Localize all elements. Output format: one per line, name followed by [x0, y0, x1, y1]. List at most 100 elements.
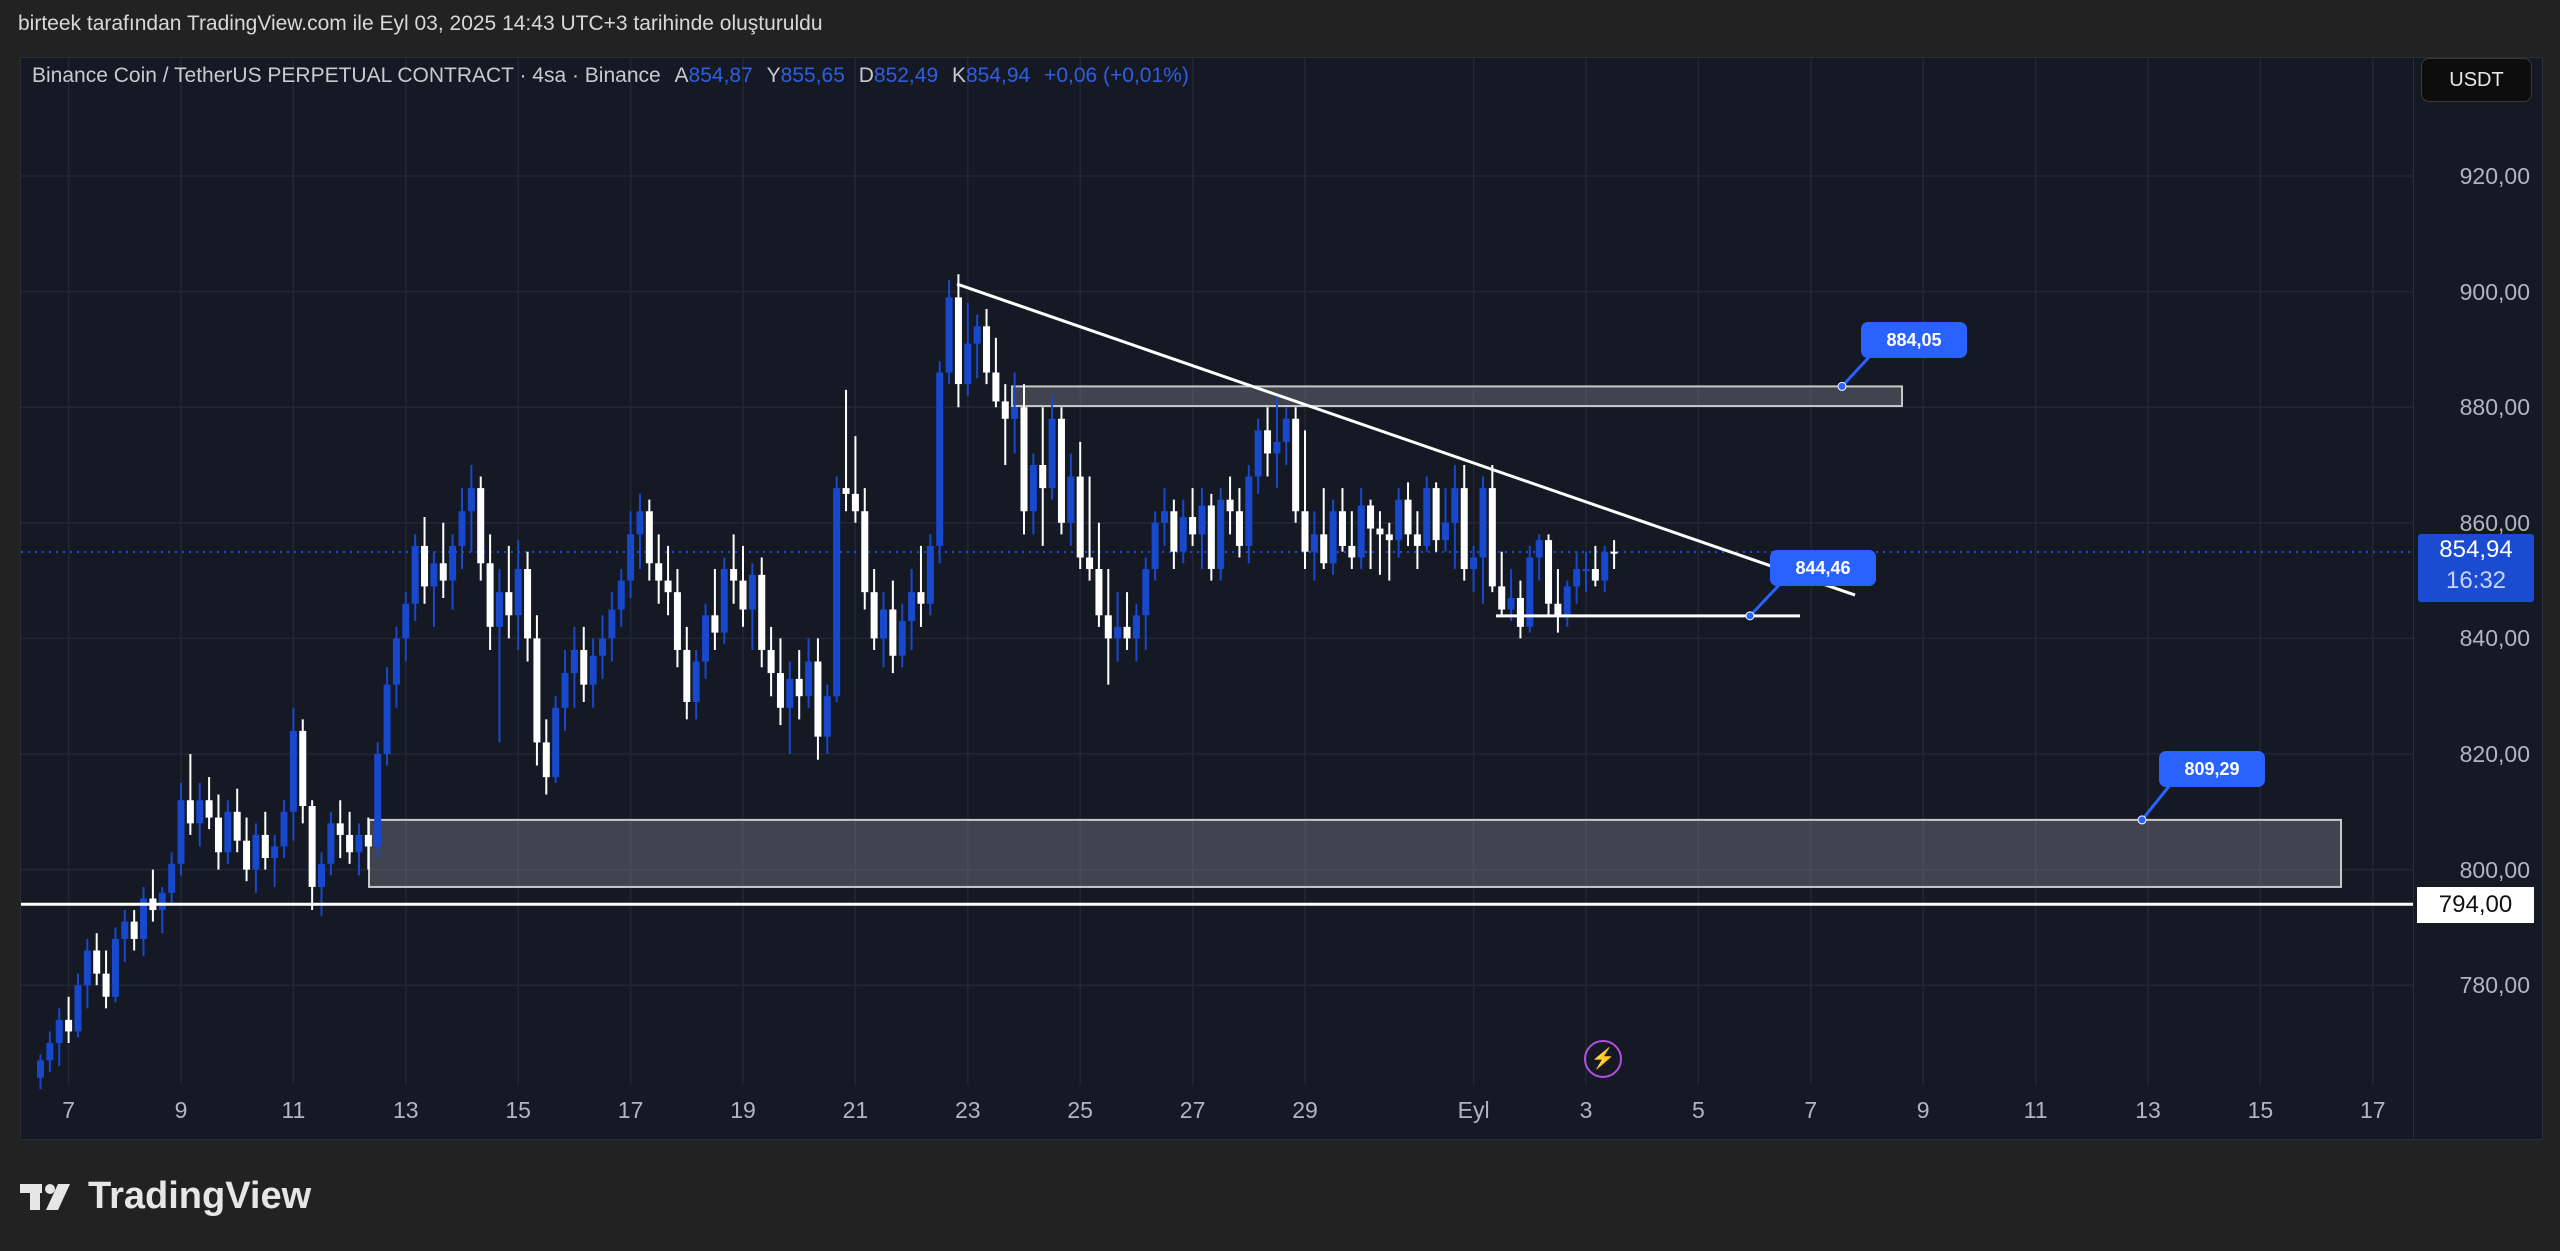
currency-button[interactable]: USDT [2421, 58, 2532, 102]
lower-zone-price-bubble[interactable]: 809,29 [2159, 751, 2265, 787]
candle-up [467, 488, 475, 512]
tradingview-logo[interactable]: TradingView [20, 1175, 311, 1218]
candle-down [851, 493, 859, 512]
candle-down [1367, 505, 1375, 529]
candle-up [1254, 430, 1262, 477]
candle-up [449, 545, 457, 581]
close-value: 854,94 [965, 64, 1031, 87]
price-tick-label: 800,00 [2459, 856, 2530, 883]
candle-down [1348, 545, 1356, 558]
candle-up [140, 898, 148, 939]
candle-up [168, 863, 176, 893]
candle-up [55, 1019, 63, 1043]
symbol-title[interactable]: Binance Coin / TetherUS PERPETUAL CONTRA… [32, 64, 661, 87]
candle-down [992, 372, 1000, 402]
candle-down [1413, 534, 1421, 546]
candle-down [861, 511, 869, 593]
descending-trendline [956, 282, 1856, 597]
candle-down [1264, 430, 1272, 454]
candle-up [908, 592, 916, 622]
candle-down [477, 488, 485, 564]
candle-down [758, 574, 766, 650]
open-value: 854,87 [688, 64, 753, 87]
time-tick-label: 7 [62, 1097, 75, 1123]
candle-up [37, 1060, 44, 1078]
candle-up [1132, 615, 1140, 639]
time-tick-label: 11 [281, 1097, 306, 1123]
candle-down [102, 973, 110, 997]
candle-down [776, 673, 784, 708]
candle-up [627, 534, 635, 581]
price-tick-label: 920,00 [2459, 163, 2530, 189]
high-label: Y [766, 64, 781, 87]
candle-up [599, 638, 606, 656]
time-tick-label: 21 [842, 1097, 869, 1123]
candle-up [355, 834, 363, 853]
candle-down [93, 950, 101, 974]
candle-up [702, 615, 710, 662]
upper-zone-price-bubble[interactable]: 884,05 [1861, 322, 1967, 358]
support-price-bubble[interactable]: 844,46 [1770, 550, 1876, 586]
candle-down [533, 638, 541, 743]
candle-down [1226, 499, 1234, 512]
lower-zone-callout-anchor [2137, 815, 2147, 825]
candle-down [889, 609, 897, 656]
logo-text: TradingView [88, 1175, 312, 1217]
candle-up [1282, 418, 1290, 442]
time-tick-label: 13 [2135, 1097, 2161, 1123]
candle-up [158, 892, 166, 911]
candle-up [1451, 488, 1459, 523]
chart-panel[interactable] [20, 57, 2543, 1140]
candle-down [336, 823, 344, 835]
time-tick-label: 23 [955, 1097, 981, 1123]
candle-down [1545, 540, 1553, 604]
candle-up [823, 696, 831, 737]
candle-down [711, 615, 719, 633]
candle-up [121, 921, 129, 939]
candle-down [655, 563, 663, 581]
candle-up [289, 730, 297, 812]
candle-up [411, 545, 419, 604]
candle-down [205, 800, 213, 818]
candle-up [111, 938, 119, 997]
candle-up [374, 754, 382, 847]
time-tick-label: 15 [2247, 1097, 2274, 1123]
candle-up [1573, 569, 1581, 587]
candle-up [1245, 476, 1253, 546]
candle-down [1123, 626, 1131, 639]
time-tick-label: 7 [1804, 1097, 1818, 1123]
candle-up [1273, 441, 1281, 454]
candle-down [683, 649, 691, 702]
candle-up [1048, 418, 1056, 489]
candle-down [1376, 528, 1384, 535]
upper-zone-rectangle [1011, 385, 1903, 408]
candle-down [1076, 476, 1084, 558]
candle-down [1488, 488, 1496, 587]
candle-up [926, 545, 934, 604]
lower-zone-callout-line [2140, 784, 2172, 821]
lightning-icon[interactable]: ⚡ [1584, 1040, 1622, 1078]
support-callout-line [1748, 582, 1782, 617]
candle-down [1432, 488, 1440, 541]
candle-up [252, 834, 260, 870]
candle-down [1170, 511, 1178, 552]
time-tick-label: 17 [2360, 1097, 2386, 1123]
candle-up [280, 811, 288, 847]
time-tick-label: 3 [1579, 1097, 1593, 1123]
time-tick-label: 13 [393, 1097, 419, 1123]
candle-down [1095, 569, 1103, 616]
upper-zone-callout-anchor [1837, 381, 1847, 391]
candle-up [392, 638, 400, 685]
candle-up [1582, 569, 1590, 572]
candle-down [243, 840, 251, 870]
candle-down [1020, 407, 1028, 512]
time-tick-label: 15 [505, 1097, 531, 1123]
chart-credit: birteek tarafından TradingView.com ile E… [18, 12, 823, 35]
candle-up [636, 511, 644, 535]
candle-countdown: 16:32 [2445, 567, 2507, 594]
candle-up [1507, 597, 1515, 610]
support-callout-anchor [1745, 611, 1755, 621]
candle-up [83, 950, 91, 986]
close-label: K [951, 64, 966, 87]
